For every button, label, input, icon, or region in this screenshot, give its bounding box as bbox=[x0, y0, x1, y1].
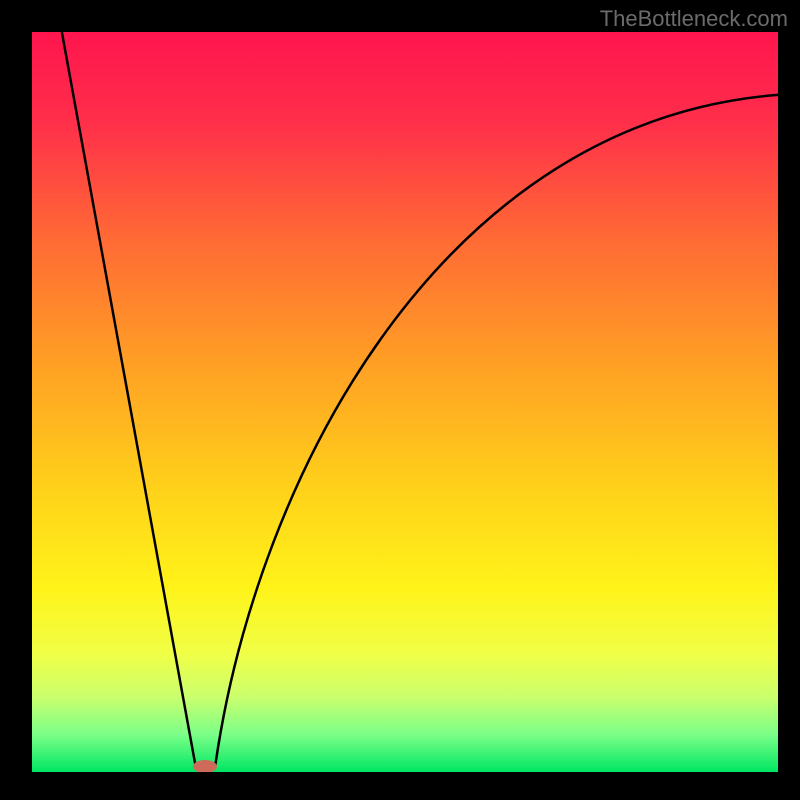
chart-plot-area bbox=[32, 32, 778, 772]
bottleneck-curve bbox=[32, 32, 778, 772]
watermark-text: TheBottleneck.com bbox=[600, 6, 788, 32]
curve-right-branch bbox=[215, 95, 778, 769]
curve-left-branch bbox=[62, 32, 196, 769]
optimal-point-marker bbox=[193, 760, 217, 772]
